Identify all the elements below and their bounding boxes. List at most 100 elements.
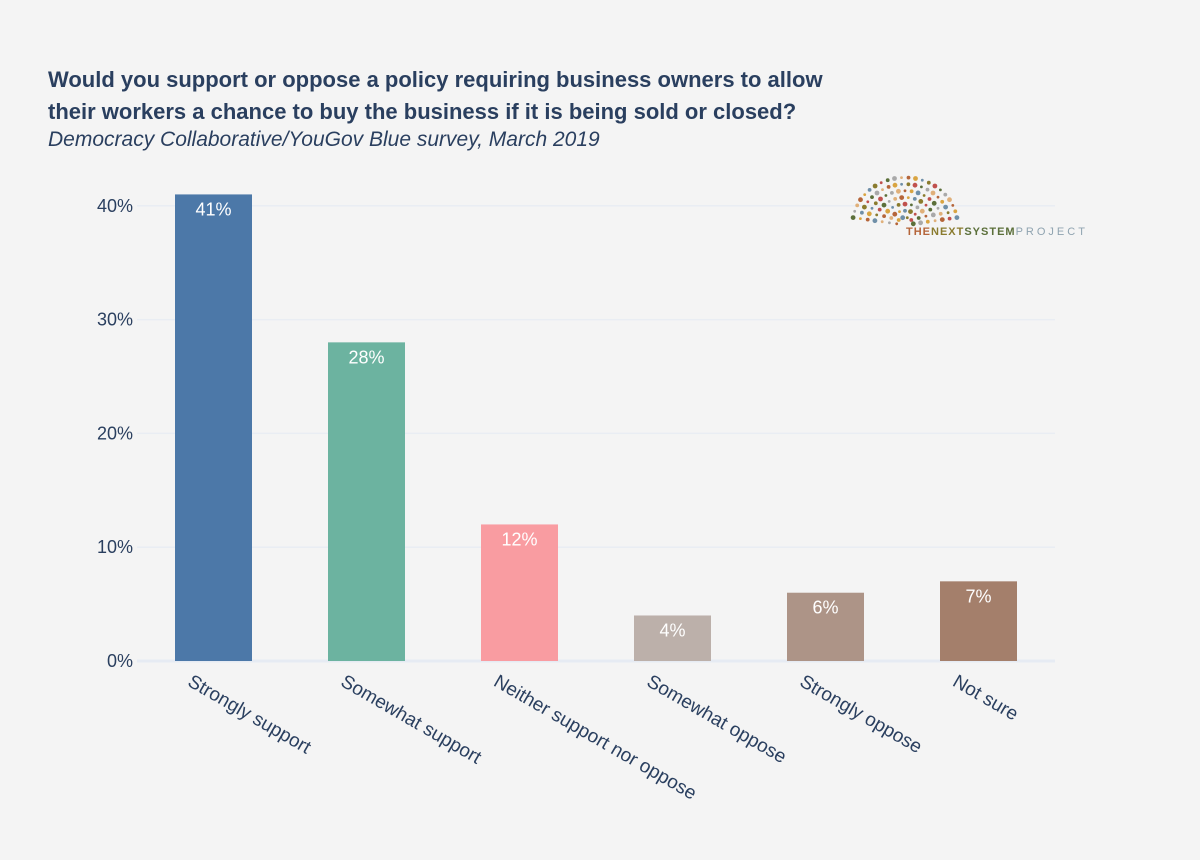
x-category-label: Somewhat support	[337, 671, 485, 769]
logo-word-system: SYSTEM	[964, 226, 1015, 238]
logo-dot	[903, 208, 907, 213]
logo-dot	[853, 209, 857, 213]
logo-dot	[866, 200, 870, 204]
logo-dot	[932, 183, 938, 189]
logo-dot	[918, 220, 923, 226]
logo-dot	[884, 194, 888, 197]
logo-dot	[913, 176, 918, 181]
logo-dot	[953, 209, 958, 214]
logo-dot	[892, 182, 898, 188]
logo-dot	[881, 202, 887, 208]
logo-dot	[905, 216, 909, 220]
logo-dot	[862, 204, 867, 210]
logo-dot	[896, 188, 901, 194]
logo-dot	[850, 215, 856, 221]
logo-dot	[909, 189, 914, 194]
bar-value-label: 7%	[965, 586, 991, 606]
logo-dot	[943, 204, 948, 210]
logo-dot	[872, 218, 878, 224]
logo-dot	[954, 215, 960, 221]
chart-title-line-1: Would you support or oppose a policy req…	[48, 67, 823, 92]
logo-dot	[898, 210, 901, 214]
logo-dot	[885, 178, 890, 183]
logo-dot	[889, 216, 894, 220]
logo-dot	[885, 208, 891, 214]
logo-dot	[920, 185, 923, 189]
logo-dot	[938, 211, 943, 216]
logo-dot	[872, 183, 878, 189]
logo-dot	[936, 206, 940, 210]
bar	[481, 524, 558, 661]
logo-dot	[865, 217, 870, 222]
logo-dot	[892, 176, 897, 181]
logo-dot	[920, 178, 924, 182]
logo-dot	[878, 196, 883, 202]
logo-dot	[886, 185, 891, 189]
bar	[328, 342, 405, 661]
logo-dot	[910, 203, 913, 207]
logo-dot	[879, 181, 883, 185]
next-system-project-logo: THENEXTSYSTEMPROJECT	[850, 175, 1088, 238]
logo-dot	[931, 200, 937, 206]
logo-dot	[909, 218, 914, 222]
logo-dot	[930, 190, 936, 196]
logo-dot	[925, 187, 930, 192]
logo-dot	[927, 197, 932, 201]
bar-value-label: 4%	[659, 620, 685, 640]
logo-dot	[855, 203, 860, 208]
data-labels: 41% 28% 12% 4% 6% 7%	[195, 199, 991, 640]
logo-dot	[860, 210, 864, 215]
logo-dot	[873, 201, 878, 206]
bar-value-label: 41%	[195, 199, 231, 219]
logo-dot	[906, 182, 911, 187]
logo-dot	[899, 195, 905, 201]
logo-dot	[881, 188, 884, 192]
logo-word-project: PROJECT	[1016, 226, 1088, 238]
logo-dot	[928, 207, 933, 212]
logo-dot	[875, 213, 879, 217]
logo-dot	[910, 221, 916, 227]
logo-dot	[939, 217, 945, 223]
x-category-label: Strongly oppose	[796, 671, 925, 758]
logo-dot	[867, 188, 872, 192]
logo-dot	[947, 216, 952, 221]
logo-dot	[946, 211, 950, 215]
y-tick-label: 0%	[107, 651, 133, 671]
logo-dot	[858, 197, 863, 203]
logo-dot	[939, 188, 942, 192]
logo-dot	[913, 212, 917, 216]
logo-dot	[924, 214, 928, 218]
x-axis-categories: Strongly support Somewhat support Neither …	[184, 671, 1022, 804]
gridlines	[137, 205, 1055, 663]
x-category-label: Somewhat oppose	[643, 671, 790, 768]
logo-dot	[912, 197, 917, 201]
logo-dot	[863, 193, 867, 197]
bar	[175, 194, 252, 662]
logo-dot	[915, 190, 921, 196]
logo-dot	[933, 219, 937, 223]
logo-dot	[882, 214, 886, 219]
logo-dot	[866, 211, 872, 217]
logo-dot	[870, 206, 874, 210]
y-tick-label: 20%	[97, 423, 133, 443]
logo-dot	[877, 207, 882, 212]
logo-dot	[900, 182, 903, 186]
logo-dot	[859, 217, 862, 221]
logo-dot	[951, 204, 955, 207]
logo-dot	[895, 222, 899, 226]
x-category-label: Strongly support	[184, 671, 315, 759]
logo-dot	[896, 203, 901, 207]
bars	[175, 194, 1017, 662]
logo-dot	[874, 190, 880, 196]
logo-dot	[943, 192, 948, 197]
logo-dot	[908, 209, 913, 215]
logo-dot	[912, 182, 918, 188]
logo-dot	[900, 176, 903, 180]
logo-dot	[916, 216, 921, 220]
logo-dot	[903, 189, 907, 193]
logo-dot	[919, 208, 925, 214]
bar-value-label: 28%	[348, 347, 384, 367]
y-tick-label: 30%	[97, 310, 133, 330]
